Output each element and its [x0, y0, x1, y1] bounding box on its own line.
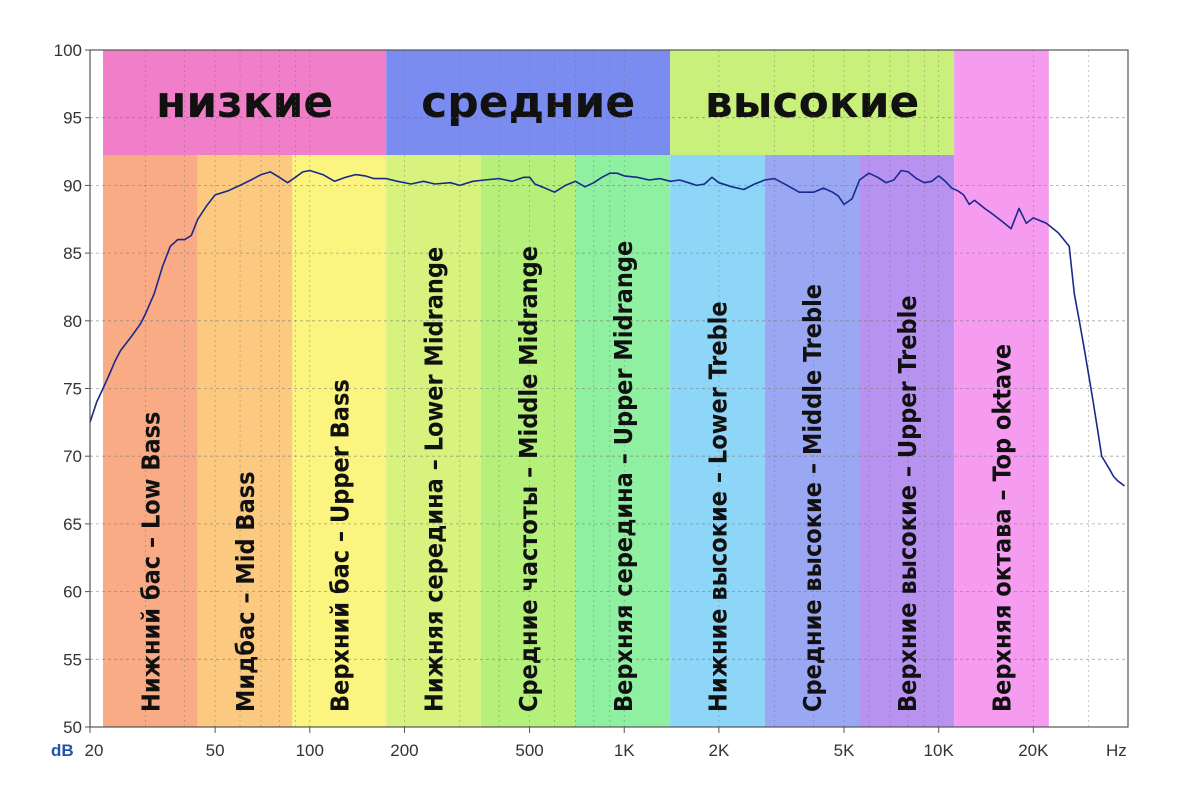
y-tick-label: 100 [54, 41, 82, 60]
grid [89, 49, 1129, 728]
band-label: Нижняя середина – Lower Midrange [420, 247, 449, 712]
x-tick-label: 50 [206, 741, 225, 760]
band-label: Верхняя октава – Top oktave [987, 344, 1016, 712]
x-tick-label: 100 [296, 741, 324, 760]
group-header [386, 50, 671, 155]
band-label: Нижние высокие – Lower Treble [704, 301, 733, 712]
x-axis-ticks: 20 50 100 200 500 1K 2K 5K 10K 20K [85, 727, 1049, 760]
group-header [103, 50, 387, 155]
y-tick-label: 55 [63, 650, 82, 669]
band-label: Средние частоты – Middle Midrange [514, 246, 543, 712]
band-label: Верхний бас – Upper Bass [325, 379, 354, 712]
y-tick-label: 65 [63, 515, 82, 534]
group-label: низкие [156, 77, 333, 128]
y-tick-label: 50 [63, 718, 82, 737]
x-tick-label: 200 [390, 741, 418, 760]
band-fill-header [954, 50, 1049, 155]
band-labels: Нижний бас – Low Bass Мидбас – Mid Bass Ве… [136, 241, 1016, 712]
y-tick-label: 70 [63, 447, 82, 466]
response-curve-line [89, 169, 1125, 487]
x-tick-label: 2K [708, 741, 729, 760]
band-fill [292, 155, 387, 727]
frequency-bands [103, 155, 1049, 727]
x-tick-label: 1K [614, 741, 635, 760]
x-tick-label: 500 [515, 741, 543, 760]
y-tick-label: 95 [63, 109, 82, 128]
frequency-groups: низкие средние высокие [103, 50, 1049, 155]
x-tick-label: 5K [834, 741, 855, 760]
y-unit-label: dB [51, 741, 74, 760]
x-tick-label: 10K [924, 741, 955, 760]
group-label: средние [421, 77, 635, 128]
band-label: Верхние высокие – Upper Treble [893, 295, 922, 712]
band-fill [197, 155, 293, 727]
x-tick-label: 20K [1018, 741, 1049, 760]
group-header [670, 50, 955, 155]
band-label: Верхняя середина – Upper Midrange [609, 241, 638, 712]
band-label: Средние высокие – Middle Treble [798, 284, 827, 712]
response-curve [89, 169, 1125, 487]
y-tick-label: 60 [63, 583, 82, 602]
band-fill [575, 155, 671, 727]
y-tick-label: 80 [63, 312, 82, 331]
band-label: Мидбас – Mid Bass [231, 471, 260, 712]
band-fill [386, 155, 481, 727]
y-tick-label: 85 [63, 244, 82, 263]
y-tick-label: 75 [63, 380, 82, 399]
band-fill [670, 155, 765, 727]
y-tick-label: 90 [63, 176, 82, 195]
band-fill [480, 155, 576, 727]
group-label: высокие [705, 77, 919, 128]
band-fill [103, 155, 198, 727]
y-axis-ticks: 100 95 90 85 80 75 70 65 60 55 50 [54, 41, 90, 737]
x-tick-label: 20 [85, 741, 104, 760]
x-unit-label: Hz [1106, 741, 1127, 760]
band-label: Нижний бас – Low Bass [136, 412, 165, 712]
